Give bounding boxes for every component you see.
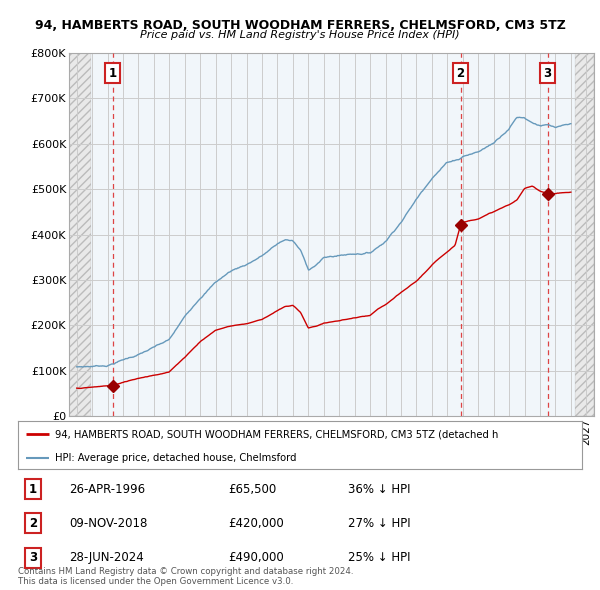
Bar [575,53,594,416]
Text: 1: 1 [109,67,116,80]
Text: 27% ↓ HPI: 27% ↓ HPI [348,517,410,530]
Text: £65,500: £65,500 [228,483,276,496]
Text: 36% ↓ HPI: 36% ↓ HPI [348,483,410,496]
Text: 94, HAMBERTS ROAD, SOUTH WOODHAM FERRERS, CHELMSFORD, CM3 5TZ: 94, HAMBERTS ROAD, SOUTH WOODHAM FERRERS… [35,19,565,32]
Text: 25% ↓ HPI: 25% ↓ HPI [348,551,410,564]
Bar [69,53,91,416]
Text: 3: 3 [29,551,37,564]
Text: Contains HM Land Registry data © Crown copyright and database right 2024.
This d: Contains HM Land Registry data © Crown c… [18,567,353,586]
Text: 2: 2 [29,517,37,530]
Bar [575,53,594,416]
Text: 2: 2 [457,67,464,80]
Text: 1: 1 [29,483,37,496]
Text: 3: 3 [544,67,551,80]
Text: £420,000: £420,000 [228,517,284,530]
Text: £490,000: £490,000 [228,551,284,564]
Text: 09-NOV-2018: 09-NOV-2018 [69,517,148,530]
Text: 28-JUN-2024: 28-JUN-2024 [69,551,144,564]
Bar [69,53,91,416]
Text: 94, HAMBERTS ROAD, SOUTH WOODHAM FERRERS, CHELMSFORD, CM3 5TZ (detached h: 94, HAMBERTS ROAD, SOUTH WOODHAM FERRERS… [55,429,498,439]
Text: 26-APR-1996: 26-APR-1996 [69,483,145,496]
Text: Price paid vs. HM Land Registry's House Price Index (HPI): Price paid vs. HM Land Registry's House … [140,30,460,40]
Bar [91,53,575,416]
Text: HPI: Average price, detached house, Chelmsford: HPI: Average price, detached house, Chel… [55,453,296,463]
